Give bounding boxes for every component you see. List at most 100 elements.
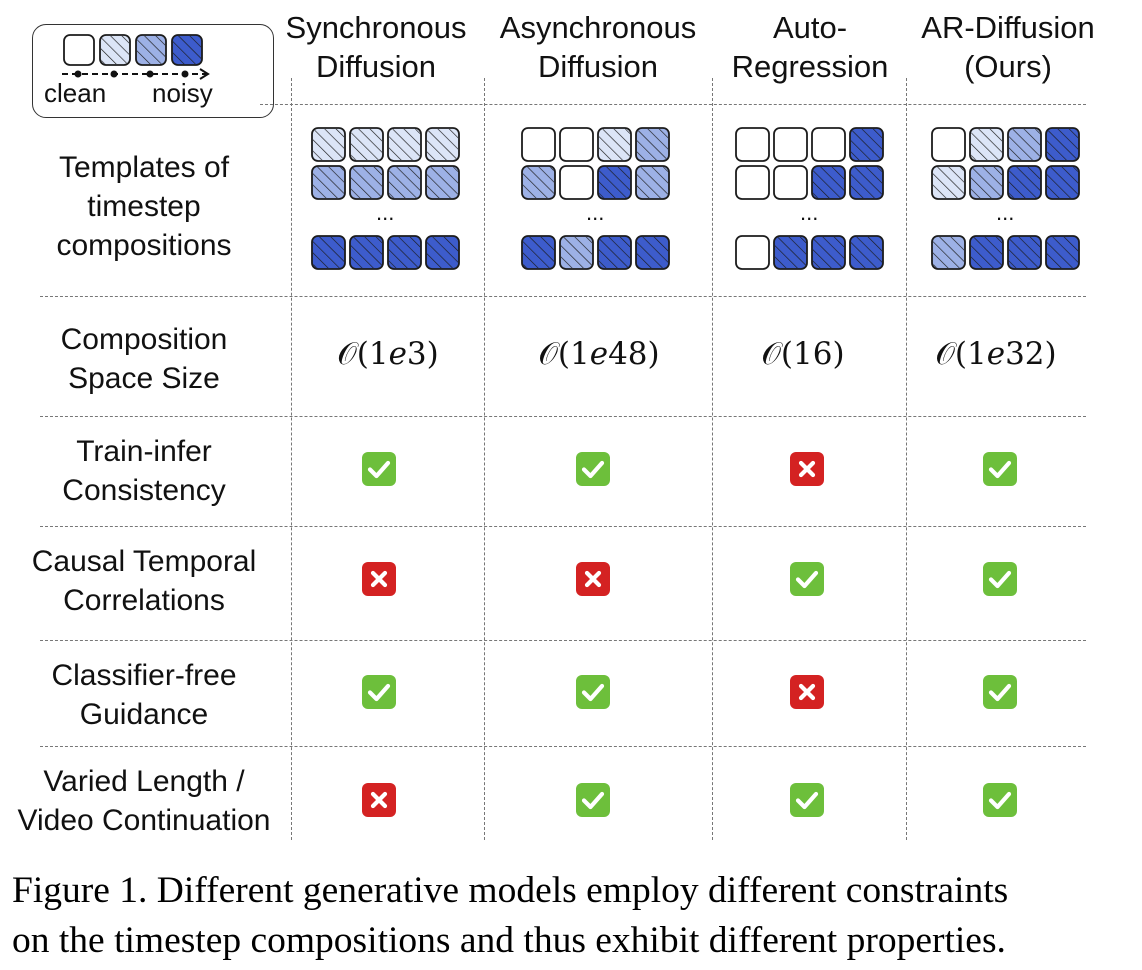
check-icon [983, 675, 1017, 709]
check-icon [576, 452, 610, 486]
space-size-ar-diffusion: 𝒪(1𝑒32) [935, 336, 1057, 372]
tile-hatch [313, 167, 344, 198]
tile-hatch [389, 167, 420, 198]
check-icon [983, 562, 1017, 596]
tile-hatch [637, 167, 668, 198]
tile-hatch [427, 167, 458, 198]
space-size-auto-regression: 𝒪(16) [761, 336, 845, 372]
row-label-space-size: Composition Space Size [60, 323, 228, 395]
check-icon [576, 783, 610, 817]
timestep-tile [811, 127, 846, 162]
figure-caption: Figure 1. Different generative models em… [12, 866, 1136, 966]
timestep-tile [559, 127, 594, 162]
row-label-templates: Templates of timestep compositions [56, 151, 232, 262]
caption-line-2: on the timestep compositions and thus ex… [12, 920, 1006, 961]
tile-hatch [599, 167, 630, 198]
ellipsis: ... [586, 200, 605, 225]
cross-icon [362, 783, 396, 817]
row-divider [40, 526, 1086, 527]
tile-hatch [101, 36, 129, 64]
check-icon [576, 675, 610, 709]
row-label-train-infer: Train-infer Consistency [62, 435, 226, 507]
tile-hatch [971, 237, 1002, 268]
tile-hatch [1009, 237, 1040, 268]
template-grid-auto-regression [735, 127, 884, 270]
tile-hatch [427, 129, 458, 160]
tile-hatch [351, 237, 382, 268]
timestep-tile [559, 165, 594, 200]
tile-hatch [775, 237, 806, 268]
tile-hatch [561, 237, 592, 268]
cross-icon [362, 562, 396, 596]
timestep-tile [931, 127, 966, 162]
tile-hatch [933, 237, 964, 268]
timestep-tile [773, 165, 808, 200]
ellipsis: ... [376, 200, 395, 225]
header-divider [260, 104, 1086, 105]
legend-clean-label: clean [44, 78, 107, 108]
timestep-tile [521, 127, 556, 162]
tile-hatch [637, 237, 668, 268]
tile-hatch [851, 167, 882, 198]
tile-hatch [1009, 167, 1040, 198]
tile-hatch [933, 167, 964, 198]
cross-icon [576, 562, 610, 596]
ellipsis: ... [800, 200, 819, 225]
row-label-cfg: Classifier-free Guidance [51, 659, 237, 731]
timestep-tile [773, 127, 808, 162]
ellipsis: ... [996, 200, 1015, 225]
template-grid-synchronous [311, 127, 460, 270]
check-icon [362, 675, 396, 709]
check-icon [790, 783, 824, 817]
column-divider [906, 78, 907, 840]
row-divider [40, 746, 1086, 747]
tile-hatch [851, 237, 882, 268]
template-grid-asynchronous [521, 127, 670, 270]
tile-hatch [599, 129, 630, 160]
check-icon [983, 452, 1017, 486]
legend-arrow-icon [62, 68, 210, 80]
cross-icon [790, 675, 824, 709]
check-icon [362, 452, 396, 486]
tile-hatch [851, 129, 882, 160]
space-size-synchronous: 𝒪(1𝑒3) [337, 336, 439, 372]
tile-hatch [313, 129, 344, 160]
timestep-tile [735, 165, 770, 200]
row-divider [40, 416, 1086, 417]
check-icon [790, 562, 824, 596]
caption-line-1: Figure 1. Different generative models em… [12, 870, 1009, 911]
tile-hatch [1047, 129, 1078, 160]
check-icon [983, 783, 1017, 817]
tile-hatch [427, 237, 458, 268]
tile-hatch [351, 167, 382, 198]
tile-hatch [523, 237, 554, 268]
tile-hatch [313, 237, 344, 268]
column-header-asynchronous-diffusion: Asynchronous Diffusion [499, 10, 697, 84]
timestep-tile [63, 34, 95, 66]
tile-hatch [813, 237, 844, 268]
template-grid-ar-diffusion [931, 127, 1080, 270]
row-divider [40, 640, 1086, 641]
cross-icon [790, 452, 824, 486]
noise-legend [32, 24, 274, 118]
tile-hatch [1009, 129, 1040, 160]
column-divider [291, 78, 292, 840]
row-label-causal: Causal Temporal Correlations [31, 545, 257, 617]
tile-hatch [389, 237, 420, 268]
tile-hatch [137, 36, 165, 64]
column-header-synchronous-diffusion: Synchronous Diffusion [285, 10, 467, 84]
column-header-auto-regression: Auto- Regression [731, 10, 889, 84]
column-header-ar-diffusion: AR-Diffusion (Ours) [921, 10, 1095, 84]
tile-hatch [599, 237, 630, 268]
tile-hatch [1047, 237, 1078, 268]
tile-hatch [523, 167, 554, 198]
legend-noise-tiles [63, 34, 203, 66]
tile-hatch [1047, 167, 1078, 198]
space-size-asynchronous: 𝒪(1𝑒48) [538, 336, 660, 372]
row-divider [40, 296, 1086, 297]
timestep-tile [735, 235, 770, 270]
comparison-figure: clean noisy Synchronous Diffusion Asynch… [18, 10, 1095, 840]
column-divider [712, 78, 713, 840]
tile-hatch [351, 129, 382, 160]
tile-hatch [389, 129, 420, 160]
